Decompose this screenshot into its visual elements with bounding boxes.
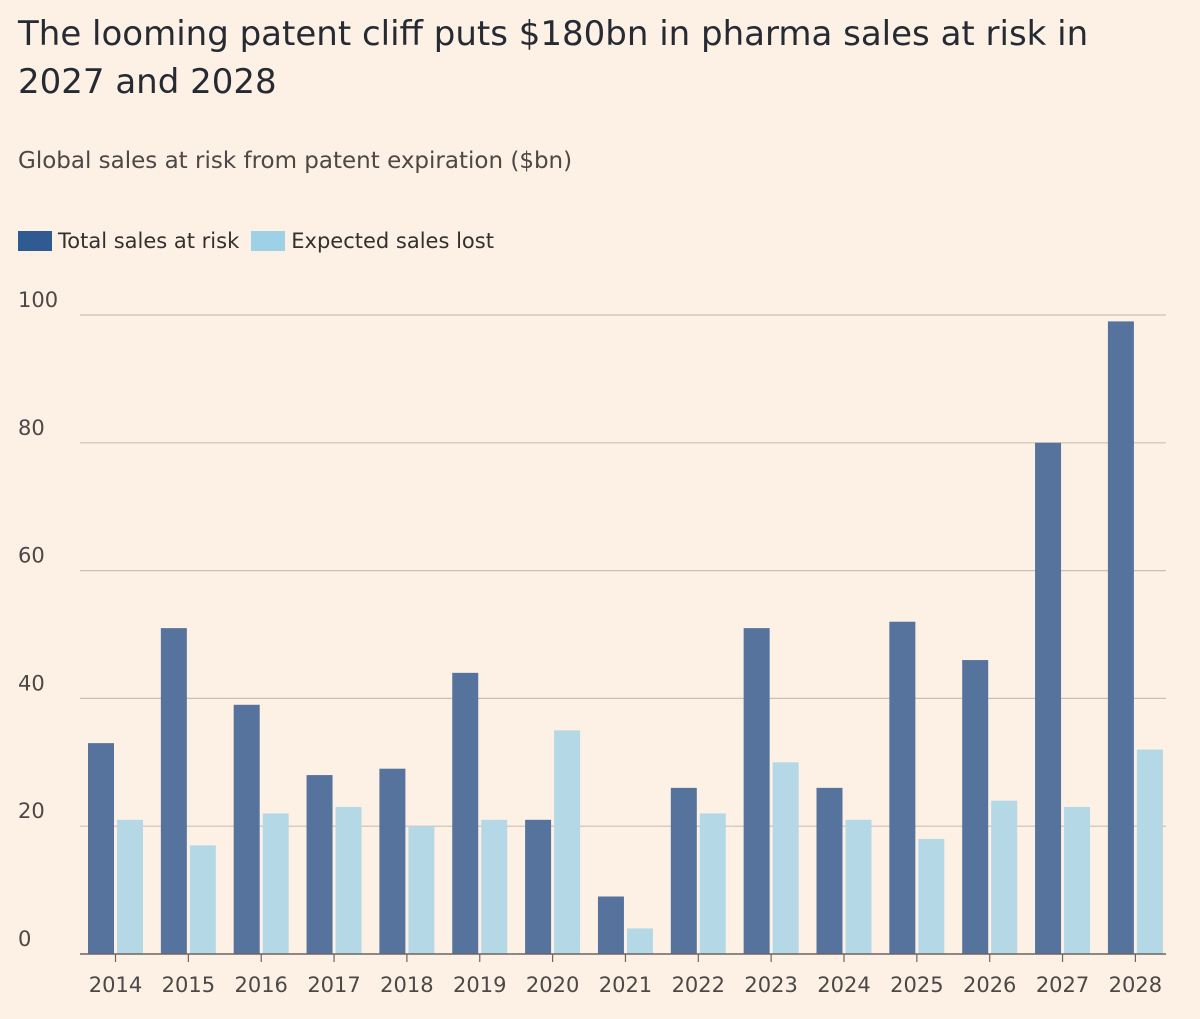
bar-expected-sales-lost-2020 [554, 730, 581, 954]
x-tick-label-2027: 2027 [1036, 973, 1089, 997]
bar-expected-sales-lost-2021 [626, 928, 653, 954]
bars [88, 321, 1163, 954]
bar-expected-sales-lost-2018 [408, 826, 435, 954]
x-tick-label-2018: 2018 [380, 973, 433, 997]
bar-total-sales-at-risk-2014 [88, 743, 114, 954]
bar-expected-sales-lost-2028 [1136, 749, 1163, 954]
bar-total-sales-at-risk-2027 [1035, 442, 1062, 954]
y-tick-label-100: 100 [18, 288, 58, 312]
bar-total-sales-at-risk-2016 [233, 704, 260, 954]
x-tick-label-2017: 2017 [307, 973, 360, 997]
bar-total-sales-at-risk-2021 [597, 896, 624, 954]
legend-item-expected-sales-lost: Expected sales lost [251, 226, 494, 256]
legend-swatch-expected-sales-lost [251, 231, 286, 251]
bar-expected-sales-lost-2022 [699, 813, 726, 954]
x-tick-label-2015: 2015 [162, 973, 215, 997]
bar-total-sales-at-risk-2017 [306, 775, 333, 954]
bar-total-sales-at-risk-2019 [452, 672, 479, 954]
bar-expected-sales-lost-2026 [991, 800, 1018, 954]
bar-expected-sales-lost-2015 [189, 845, 216, 954]
legend-swatch-total-sales-at-risk [18, 231, 52, 251]
x-tick-label-2016: 2016 [234, 973, 287, 997]
x-tick-label-2014: 2014 [89, 973, 142, 997]
bar-total-sales-at-risk-2020 [525, 819, 552, 954]
legend-item-total-sales-at-risk: Total sales at risk [18, 226, 239, 256]
x-axis-ticks: 2014 2015 2016 2017 2018 2019 2020 2021 2022 2023… [80, 953, 1166, 997]
y-tick-label-20: 20 [18, 799, 45, 823]
bar-total-sales-at-risk-2026 [962, 660, 989, 954]
bar-total-sales-at-risk-2024 [816, 787, 843, 954]
bar-expected-sales-lost-2027 [1064, 807, 1091, 954]
chart-subtitle: Global sales at risk from patent expirat… [18, 148, 573, 174]
legend-label-total-sales-at-risk: Total sales at risk [58, 229, 240, 253]
x-tick-label-2021: 2021 [599, 973, 652, 997]
chart-title: The looming patent cliff puts $180bn in … [18, 14, 1089, 102]
legend-label-expected-sales-lost: Expected sales lost [291, 229, 494, 253]
y-tick-label-80: 80 [18, 416, 45, 440]
bar-expected-sales-lost-2025 [918, 838, 945, 954]
bar-total-sales-at-risk-2025 [889, 621, 916, 954]
bar-expected-sales-lost-2023 [772, 762, 799, 954]
bar-total-sales-at-risk-2028 [1107, 321, 1134, 954]
x-tick-label-2026: 2026 [963, 973, 1016, 997]
y-tick-label-60: 60 [18, 544, 45, 568]
bar-expected-sales-lost-2024 [845, 819, 872, 954]
x-tick-label-2023: 2023 [744, 973, 797, 997]
y-tick-label-0: 0 [18, 927, 31, 951]
chart-legend: Total sales at risk Expected sales lost [18, 226, 506, 256]
x-tick-label-2022: 2022 [672, 973, 725, 997]
x-tick-label-2024: 2024 [817, 973, 870, 997]
bar-total-sales-at-risk-2022 [670, 787, 697, 954]
bar-expected-sales-lost-2017 [335, 807, 362, 954]
x-tick-label-2025: 2025 [890, 973, 943, 997]
bar-expected-sales-lost-2019 [481, 819, 508, 954]
bar-total-sales-at-risk-2023 [743, 628, 770, 954]
x-tick-label-2020: 2020 [526, 973, 579, 997]
bar-total-sales-at-risk-2015 [160, 628, 187, 954]
y-tick-label-40: 40 [18, 671, 45, 695]
y-axis-ticks: 0 20 40 60 80 100 [18, 288, 58, 951]
bar-expected-sales-lost-2016 [262, 813, 289, 954]
bar-total-sales-at-risk-2018 [379, 768, 406, 954]
x-tick-label-2019: 2019 [453, 973, 506, 997]
x-tick-label-2028: 2028 [1109, 973, 1162, 997]
bar-expected-sales-lost-2014 [117, 819, 143, 954]
